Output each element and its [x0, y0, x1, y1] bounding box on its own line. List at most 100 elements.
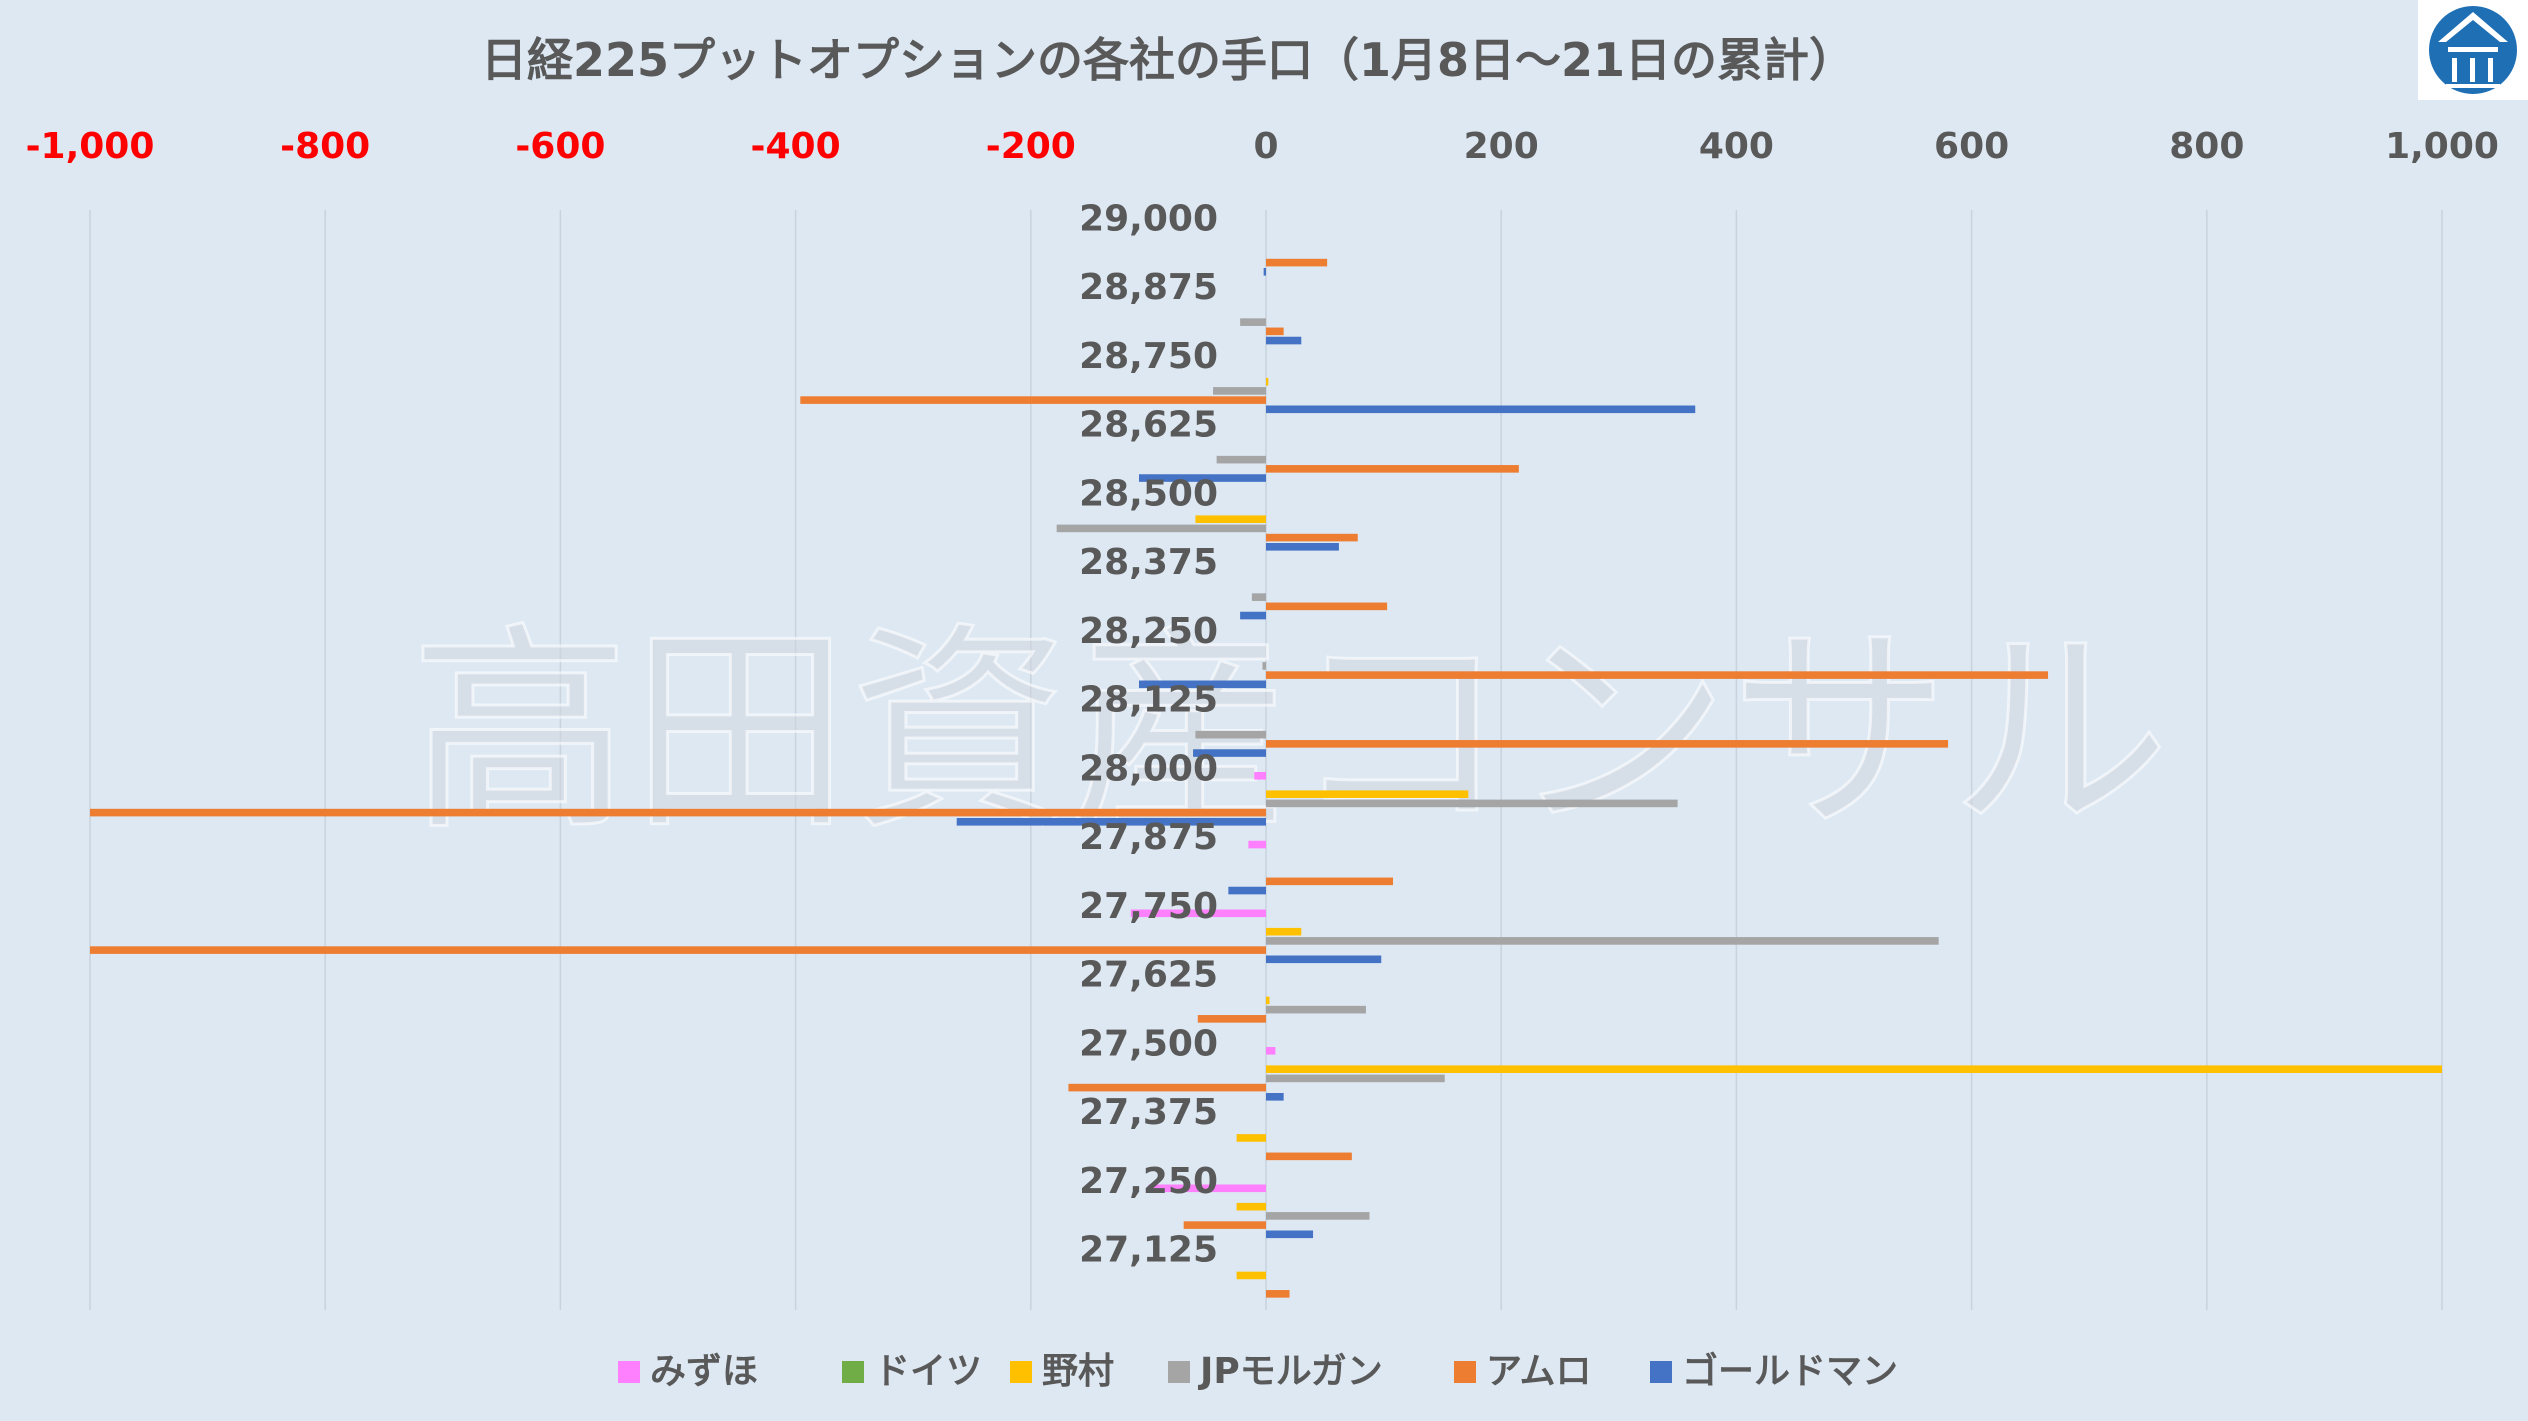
legend-swatch [1168, 1361, 1190, 1383]
legend: みずほ ドイツ 野村 JPモルガン アムロ ゴールドマン [618, 1350, 1898, 1392]
bar [1240, 318, 1266, 326]
bar [1266, 955, 1382, 964]
bar [1266, 327, 1284, 336]
bar [1056, 524, 1266, 533]
bar [1266, 1074, 1445, 1083]
bar [1254, 772, 1266, 780]
legend-swatch [1650, 1361, 1672, 1383]
legend-label: ドイツ [874, 1351, 982, 1392]
category-label: 27,625 [1079, 955, 1218, 996]
bar [1266, 377, 1269, 386]
bar [1130, 909, 1266, 918]
bar [1266, 937, 1939, 945]
bar [1216, 455, 1266, 464]
bar [90, 808, 1266, 817]
legend-swatch [1010, 1361, 1032, 1383]
category-label: 29,000 [1079, 198, 1218, 239]
x-tick-label: 1,000 [2385, 126, 2499, 167]
category-label: 28,625 [1079, 405, 1218, 446]
bar [1213, 387, 1266, 395]
bar [1248, 840, 1266, 849]
bar [1236, 1202, 1266, 1211]
category-label: 28,375 [1079, 542, 1218, 583]
bar [1236, 1271, 1266, 1280]
bar [1195, 730, 1266, 739]
company-logo [2418, 0, 2528, 100]
bar [1251, 593, 1266, 601]
bar [1266, 1212, 1370, 1220]
bar [1266, 1065, 2442, 1073]
x-tick-label: -1,000 [26, 126, 155, 167]
category-label: 28,750 [1079, 336, 1218, 377]
x-tick-label: -600 [515, 126, 605, 167]
bar [1263, 268, 1266, 276]
x-axis-ticks: -1,000 -800 -600 -400 -200 0 200 400 600 800 1,000 [26, 126, 2499, 167]
bar [1266, 602, 1388, 611]
category-label: 27,125 [1079, 1230, 1218, 1271]
bar [1266, 533, 1358, 542]
bar [1266, 336, 1302, 345]
bar [1068, 1083, 1266, 1092]
bar [1266, 1005, 1366, 1014]
category-label: 28,500 [1079, 473, 1218, 514]
category-labels: 29,000 28,875 28,750 28,625 28,500 28,375 28,2… [1079, 198, 1218, 1270]
legend-swatch [1454, 1361, 1476, 1383]
legend-label: 野村 [1042, 1351, 1114, 1392]
bar [1266, 1093, 1284, 1101]
bar [1148, 1184, 1266, 1193]
x-tick-label: 200 [1464, 126, 1539, 167]
x-tick-label: -800 [280, 126, 370, 167]
bar [1266, 465, 1519, 473]
legend-label: アムロ [1486, 1351, 1591, 1392]
watermark: 高田資産コンサル [410, 604, 2170, 860]
x-tick-label: 0 [1253, 126, 1278, 167]
legend-label: みずほ [650, 1351, 758, 1392]
x-tick-label: -400 [751, 126, 841, 167]
x-tick-label: 800 [2169, 126, 2244, 167]
bar [90, 946, 1266, 954]
category-label: 27,500 [1079, 1023, 1218, 1064]
bar [1266, 258, 1328, 267]
legend-swatch [618, 1361, 640, 1383]
bar [1266, 405, 1696, 414]
bar [956, 818, 1266, 826]
category-label: 27,750 [1079, 886, 1218, 927]
bar [1266, 1230, 1314, 1239]
bar [1138, 474, 1266, 482]
bar [1266, 1290, 1290, 1298]
bar [1266, 877, 1394, 886]
category-label: 27,250 [1079, 1161, 1218, 1202]
bar [1193, 749, 1266, 757]
bar [1266, 671, 2049, 679]
bar [1266, 996, 1270, 1005]
bars [90, 258, 2442, 1298]
category-label: 27,875 [1079, 817, 1218, 858]
bar [1266, 790, 1469, 798]
bar [1266, 543, 1339, 551]
bar [1262, 662, 1266, 670]
x-tick-label: 600 [1934, 126, 2009, 167]
x-tick-label: 400 [1699, 126, 1774, 167]
chart-title: 日経225プットオプションの各社の手口（1月8日～21日の累計） [481, 33, 1855, 87]
bar [1266, 799, 1678, 808]
bar [1266, 927, 1302, 936]
bar [1195, 515, 1266, 523]
bar [1266, 1152, 1352, 1161]
category-label: 28,125 [1079, 680, 1218, 721]
legend-swatch [842, 1361, 864, 1383]
bar [1240, 611, 1266, 620]
bar [800, 396, 1266, 404]
bar [1183, 1221, 1266, 1229]
category-label: 28,250 [1079, 611, 1218, 652]
bar [1236, 1134, 1266, 1142]
category-label: 27,375 [1079, 1092, 1218, 1133]
bar [1197, 1015, 1266, 1023]
bar [1266, 740, 1949, 748]
bar [1138, 680, 1266, 689]
category-label: 28,000 [1079, 748, 1218, 789]
category-label: 28,875 [1079, 267, 1218, 308]
legend-label: JPモルガン [1197, 1351, 1383, 1392]
bar [1266, 1047, 1276, 1055]
x-tick-label: -200 [986, 126, 1076, 167]
